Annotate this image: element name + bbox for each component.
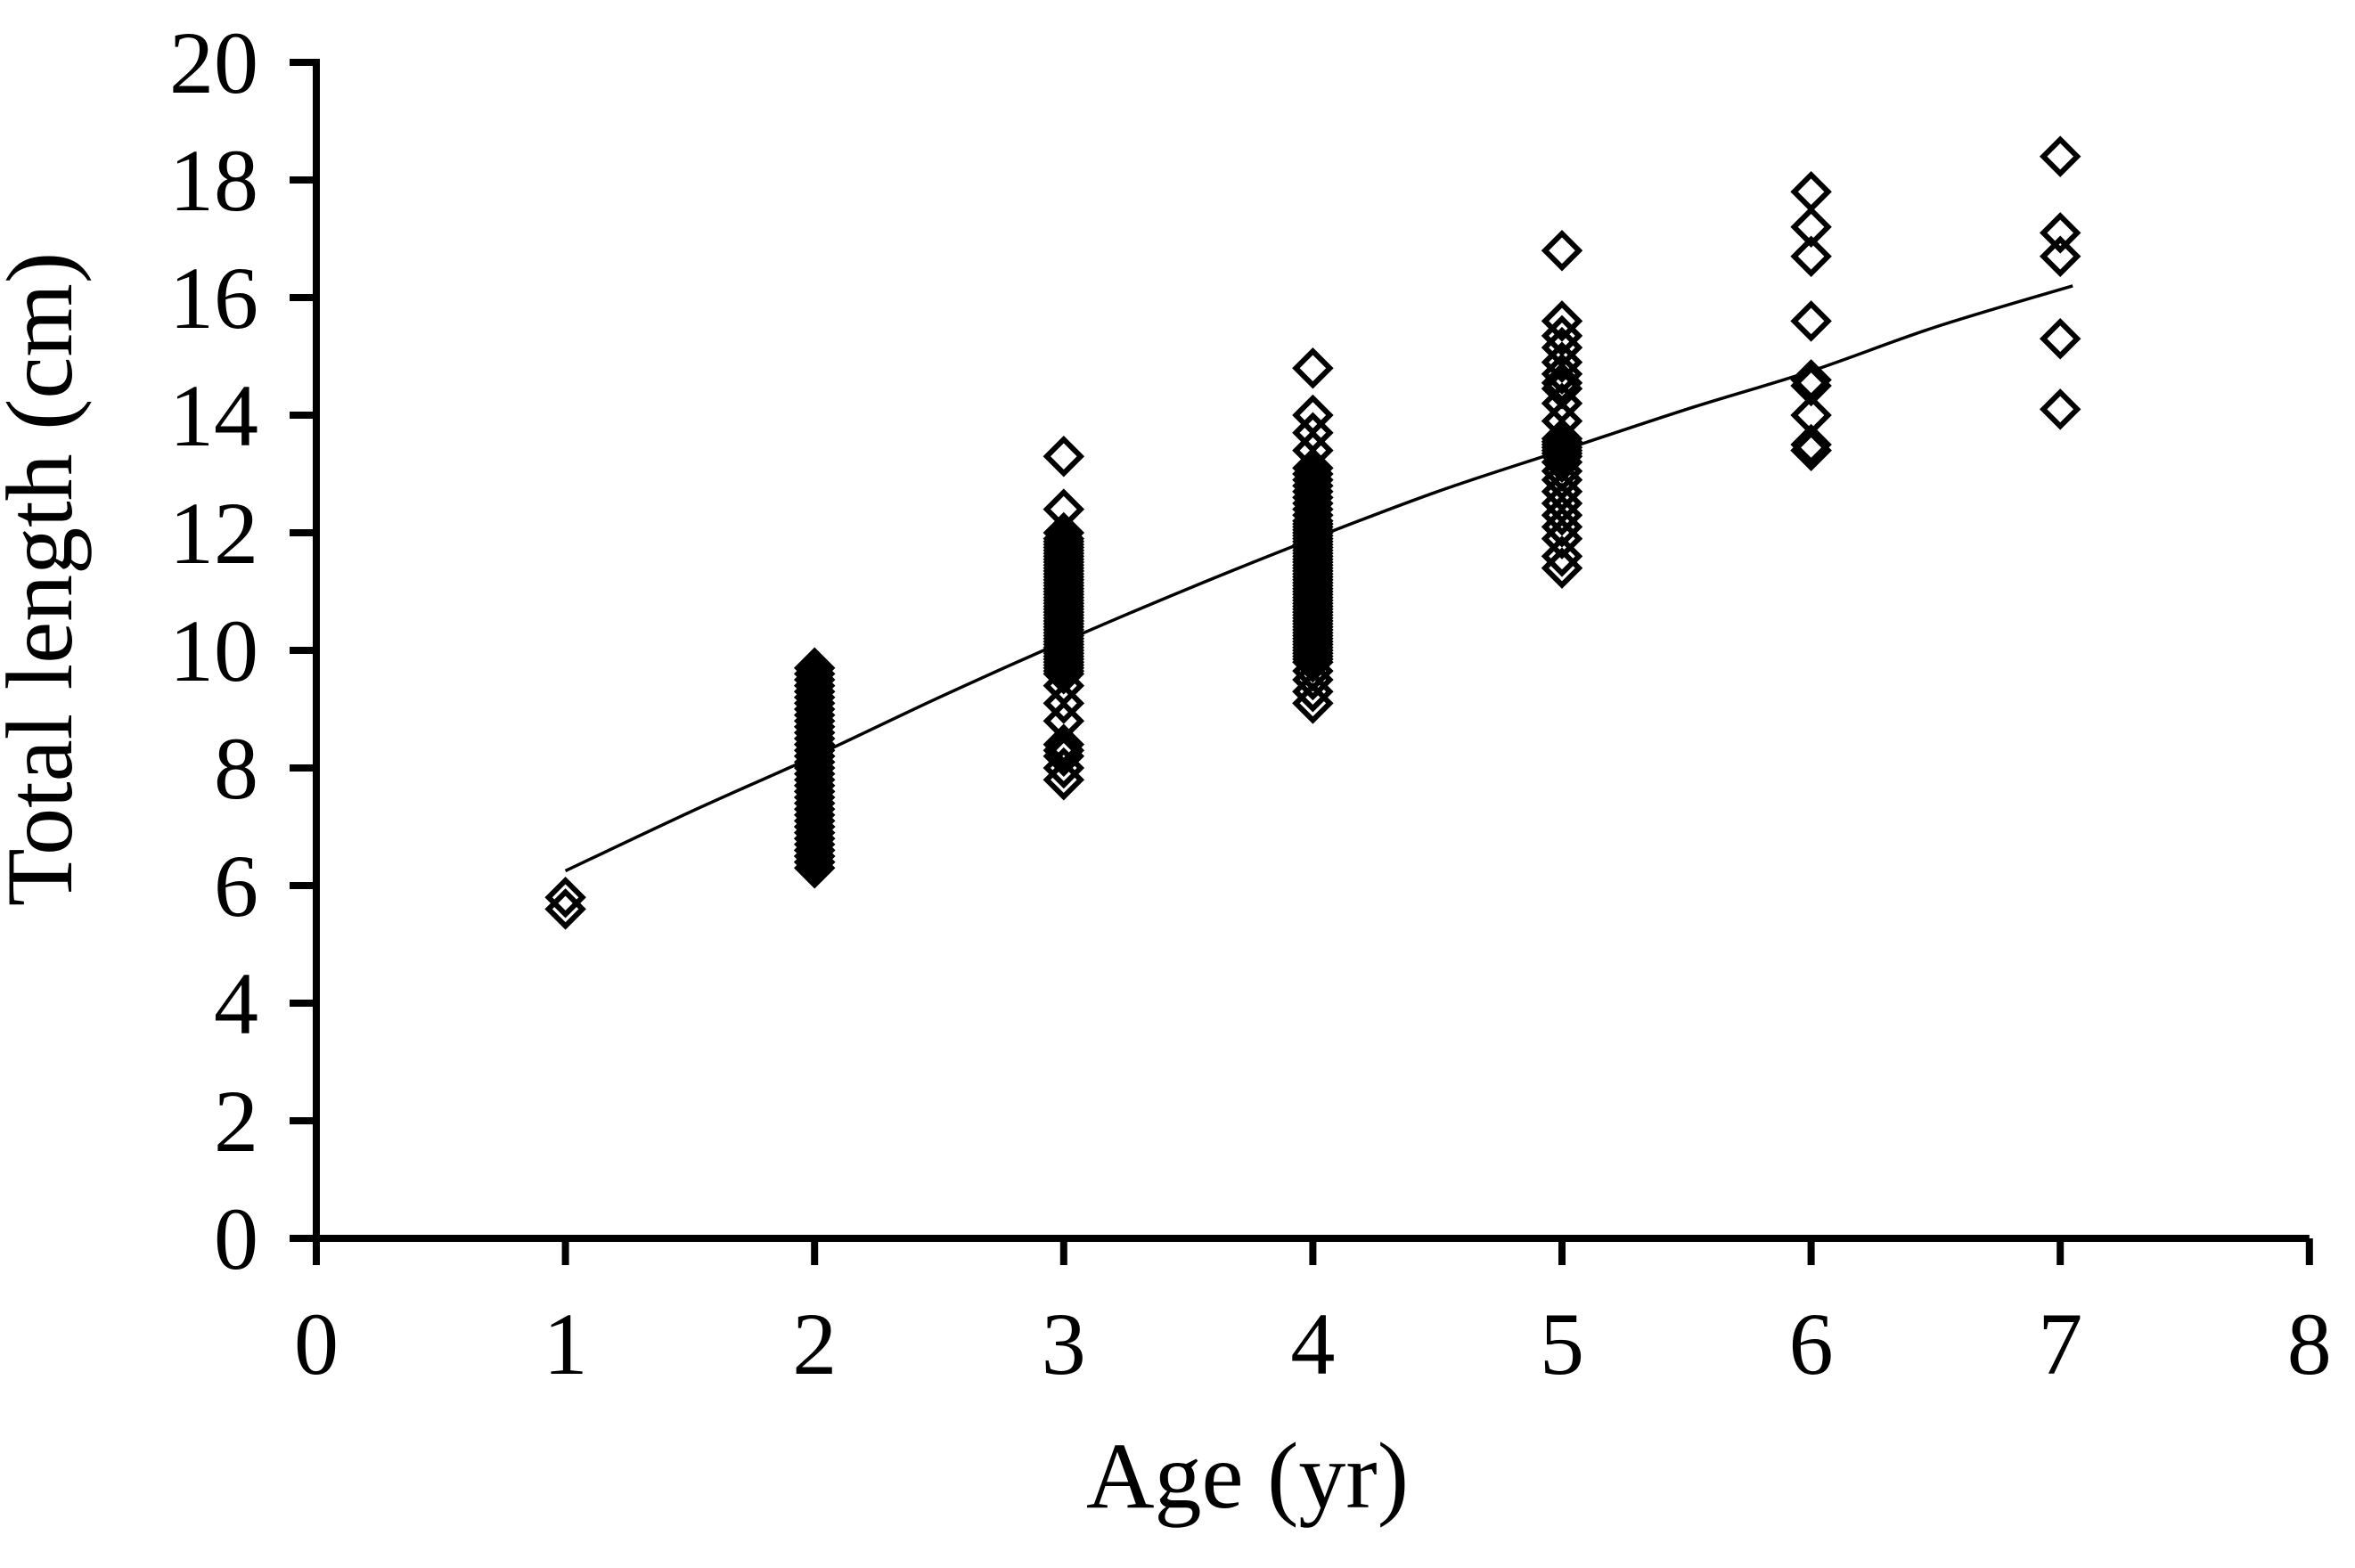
x-tick-label: 1 <box>544 1294 588 1393</box>
data-point-diamond <box>1790 423 1832 466</box>
data-point-diamond <box>1043 518 1085 559</box>
x-tick-label: 5 <box>1540 1294 1584 1393</box>
data-point-diamond <box>544 876 586 919</box>
x-tick-label: 2 <box>792 1294 837 1393</box>
y-tick-label: 0 <box>214 1189 258 1288</box>
x-tick-label: 3 <box>1042 1294 1086 1393</box>
data-point-diamond <box>793 653 836 695</box>
x-tick-label: 8 <box>2287 1294 2332 1393</box>
data-point-diamond <box>1043 682 1085 724</box>
data-point-diamond <box>2039 212 2081 254</box>
y-tick-label: 2 <box>214 1072 258 1171</box>
data-point-diamond <box>1541 229 1583 272</box>
data-point-diamond <box>1292 394 1334 437</box>
y-tick-label: 12 <box>169 484 258 583</box>
data-point-diamond <box>2039 235 2081 278</box>
data-point-diamond <box>1541 535 1583 577</box>
data-point-diamond <box>1043 511 1085 554</box>
y-tick-label: 8 <box>214 719 258 818</box>
data-point-diamond <box>1790 300 1832 342</box>
data-point-diamond <box>1043 435 1085 478</box>
data-point-diamond <box>1790 235 1832 278</box>
x-tick-label: 0 <box>294 1294 339 1393</box>
data-point-diamond <box>1541 494 1583 536</box>
data-point-diamond <box>1790 394 1832 437</box>
data-point-diamond <box>1292 453 1334 495</box>
y-tick-label: 10 <box>169 601 258 700</box>
data-point-diamond <box>1790 429 1832 471</box>
data-point-diamond <box>2039 135 2081 177</box>
x-axis-title: Age (yr) <box>1086 1424 1409 1528</box>
x-tick-label: 6 <box>1789 1294 1834 1393</box>
data-point-diamond <box>1541 418 1583 460</box>
data-point-diamond <box>1541 400 1583 442</box>
data-point-diamond <box>2039 388 2081 430</box>
y-tick-label: 18 <box>169 131 258 230</box>
x-tick-label: 4 <box>1290 1294 1335 1393</box>
data-point-diamond <box>793 647 836 690</box>
data-point-diamond <box>2039 317 2081 360</box>
data-point-diamond <box>1043 723 1085 765</box>
data-point-diamond <box>544 888 586 930</box>
data-point-diamond <box>1790 364 1832 407</box>
data-point-diamond <box>1292 412 1334 454</box>
data-point-diamond <box>1292 347 1334 389</box>
data-point-diamond <box>1043 699 1085 742</box>
y-tick-label: 4 <box>214 954 258 1053</box>
y-axis-title: Total length (cm) <box>0 252 92 906</box>
data-point-diamond <box>1043 488 1085 530</box>
x-tick-label: 7 <box>2038 1294 2082 1393</box>
y-tick-label: 16 <box>169 249 258 347</box>
data-point-diamond <box>1043 729 1085 772</box>
data-point-diamond <box>1292 429 1334 471</box>
data-point-diamond <box>1790 359 1832 401</box>
data-point-diamond <box>1541 300 1583 342</box>
y-tick-label: 6 <box>214 837 258 935</box>
data-point-diamond <box>1292 447 1334 489</box>
data-point-diamond <box>1790 206 1832 249</box>
y-tick-label: 14 <box>169 366 258 465</box>
y-tick-label: 20 <box>169 13 258 112</box>
data-point-diamond <box>1790 170 1832 213</box>
data-points-layer <box>544 135 2081 930</box>
